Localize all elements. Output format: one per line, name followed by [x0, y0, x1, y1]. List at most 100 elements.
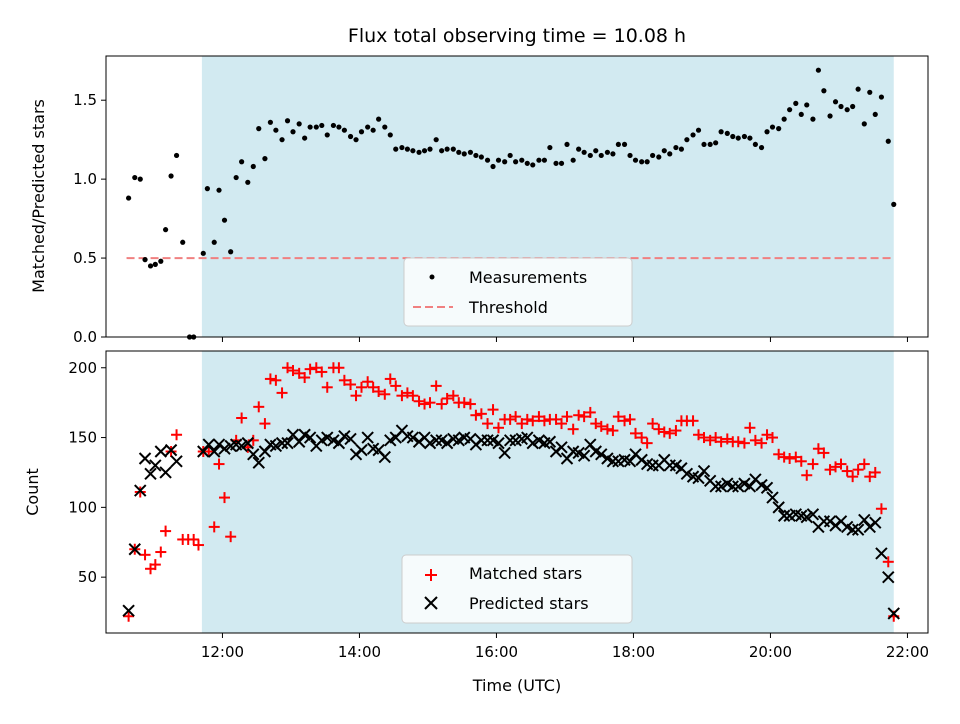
measurement-point — [610, 151, 616, 157]
matched-star-point — [276, 387, 288, 399]
measurement-point — [850, 103, 856, 110]
measurement-point — [530, 162, 536, 168]
measurement-point — [656, 154, 662, 160]
matched-star-point — [482, 418, 494, 430]
x-tick-label: 14:00 — [338, 643, 381, 661]
predicted-star-point — [378, 450, 392, 464]
measurement-point — [382, 124, 388, 130]
predicted-star-point — [584, 438, 597, 451]
predicted-star-point — [208, 445, 221, 458]
measurement-point — [162, 227, 169, 233]
matched-star-point — [801, 469, 813, 481]
matched-star-point — [767, 432, 779, 444]
measurement-point — [844, 107, 850, 113]
matched-star-point — [778, 451, 790, 463]
predicted-star-point — [247, 448, 260, 461]
predicted-star-point — [743, 480, 757, 493]
measurement-point — [804, 102, 810, 108]
measurement-point — [358, 129, 365, 135]
measurement-point — [764, 129, 770, 135]
matched-star-point — [784, 452, 796, 464]
matched-star-point — [744, 422, 756, 434]
measurement-point — [627, 152, 633, 159]
matched-star-point — [208, 521, 220, 533]
measurement-point — [478, 154, 484, 160]
chart-title: Flux total observing time = 10.08 h — [348, 25, 686, 47]
matched-star-point — [847, 471, 859, 483]
top-legend-box — [403, 257, 633, 327]
measurement-point — [370, 127, 376, 133]
matched-star-point — [641, 437, 653, 449]
measurement-point — [639, 159, 645, 165]
predicted-star-point — [777, 509, 791, 522]
measurement-point — [427, 146, 433, 152]
matched-star-point — [584, 406, 596, 418]
measurement-point — [461, 151, 467, 157]
measurement-point — [570, 157, 576, 163]
matched-star-point — [447, 390, 459, 402]
predicted-star-point — [241, 436, 255, 450]
measurement-point — [387, 132, 393, 138]
measurement-point — [872, 111, 878, 118]
top-y-ticks: 0.0 0.5 1.0 1.5 — [73, 91, 106, 346]
measurement-point — [132, 174, 138, 181]
predicted-star-point — [164, 443, 178, 457]
matched-star-point — [287, 365, 299, 377]
matched-star-point — [538, 415, 550, 427]
bottom-y-tick-label: 150 — [68, 429, 97, 447]
measurement-point — [553, 160, 559, 166]
predicted-star-point — [680, 467, 694, 481]
matched-star-point — [687, 415, 699, 427]
matched-star-point — [219, 492, 231, 504]
matched-star-point — [321, 381, 333, 393]
matched-star-point — [419, 398, 431, 410]
measurement-point — [855, 86, 861, 92]
matched-star-point — [732, 436, 744, 448]
predicted-star-point — [332, 436, 346, 450]
matched-star-point — [567, 423, 579, 435]
matched-star-point — [738, 437, 750, 449]
matched-star-point — [470, 409, 482, 421]
measurement-point — [142, 257, 148, 263]
matched-star-point — [139, 549, 151, 561]
predicted-star-point — [258, 445, 272, 458]
measurement-point — [450, 146, 456, 152]
top-panel: 0.0 0.5 1.0 1.5 Matched/Predicted stars Mea… — [29, 55, 929, 346]
measurement-point — [827, 113, 833, 119]
measurement-point — [147, 263, 154, 269]
matched-star-point — [664, 427, 676, 439]
predicted-star-point — [423, 436, 437, 450]
matched-star-point — [749, 434, 761, 446]
measurement-point — [867, 89, 873, 95]
top-y-tick-label: 1.5 — [73, 91, 97, 109]
matched-star-point — [595, 420, 607, 432]
matched-star-point — [373, 385, 385, 397]
measurement-point — [399, 144, 405, 151]
predicted-star-point — [170, 455, 183, 468]
measurement-point — [838, 103, 844, 110]
predicted-star-point — [692, 471, 705, 485]
matched-star-point — [521, 413, 533, 425]
predicted-star-point — [355, 443, 368, 457]
matched-star-point — [436, 398, 448, 410]
matched-star-point — [715, 436, 727, 448]
measurement-point — [313, 124, 319, 130]
predicted-star-point — [269, 439, 283, 453]
measurement-point — [724, 130, 730, 136]
x-tick-label: 12:00 — [201, 643, 244, 661]
measurement-point — [228, 249, 234, 255]
measurement-point — [341, 127, 347, 133]
matched-star-point — [379, 388, 391, 400]
measurement-point — [536, 157, 542, 163]
measurement-point — [547, 144, 553, 151]
measurement-point — [707, 141, 713, 148]
measurement-point — [861, 121, 867, 127]
matched-star-point — [556, 418, 568, 430]
predicted-star-point — [709, 480, 722, 493]
measurement-point — [200, 250, 206, 256]
predicted-star-point — [128, 543, 141, 556]
predicted-star-point — [772, 501, 785, 514]
measurement-point — [593, 148, 599, 154]
measurement-point — [393, 146, 399, 152]
predicted-star-point — [197, 445, 210, 458]
